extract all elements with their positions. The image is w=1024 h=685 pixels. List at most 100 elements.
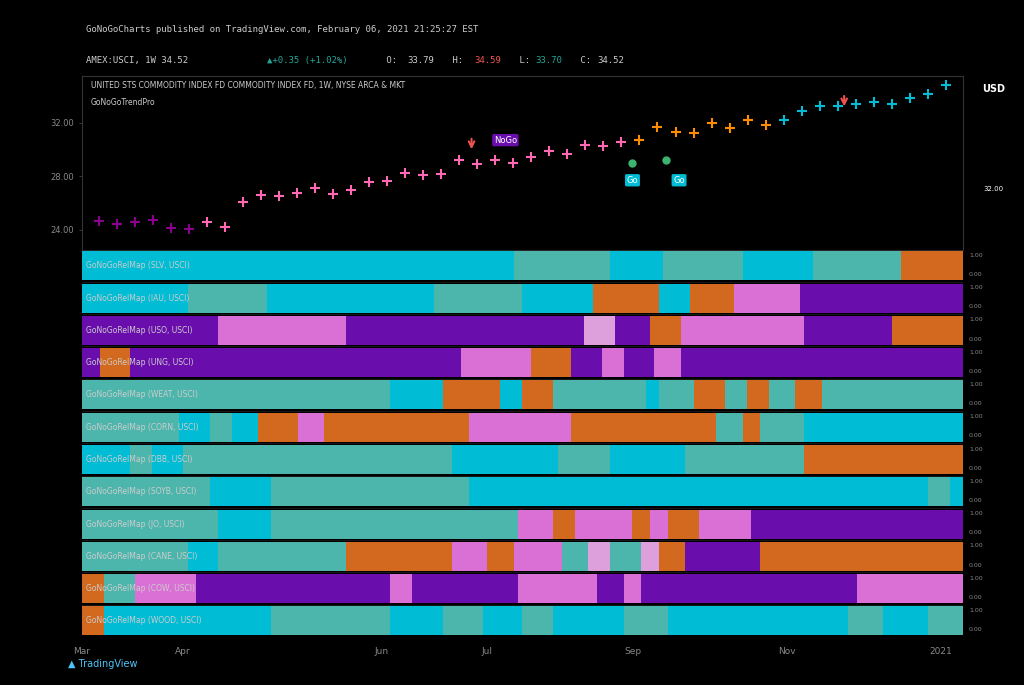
Text: 1.00: 1.00 (969, 608, 982, 613)
Bar (857, 574, 963, 603)
Text: GoNoGoRelMap (USO, USCI): GoNoGoRelMap (USO, USCI) (86, 326, 193, 335)
Bar (452, 542, 487, 571)
Bar (346, 542, 452, 571)
Bar (664, 251, 742, 280)
Text: GoNoGoRelMap (SLV, USCI): GoNoGoRelMap (SLV, USCI) (86, 261, 190, 271)
Bar (716, 412, 742, 442)
Text: NoGo: NoGo (494, 136, 517, 145)
Bar (654, 348, 681, 377)
Bar (130, 445, 153, 474)
Bar (584, 316, 614, 345)
Bar (658, 284, 690, 312)
Bar (99, 348, 130, 377)
Text: 33.70: 33.70 (536, 56, 562, 65)
Text: AMEX:USCI, 1W 34.52: AMEX:USCI, 1W 34.52 (86, 56, 194, 65)
Text: 33.79: 33.79 (408, 56, 435, 65)
Bar (553, 380, 646, 410)
Bar (742, 251, 813, 280)
Text: Mar: Mar (74, 647, 90, 656)
Bar (650, 316, 681, 345)
Bar (501, 380, 522, 410)
Text: 0.00: 0.00 (969, 369, 982, 374)
Bar (82, 510, 218, 538)
Text: O:: O: (381, 56, 397, 65)
Bar (231, 412, 258, 442)
Bar (482, 606, 522, 636)
Text: 32.00: 32.00 (983, 186, 1004, 192)
Bar (82, 380, 390, 410)
Bar (610, 445, 685, 474)
Text: 1.00: 1.00 (969, 447, 982, 451)
Text: 2021: 2021 (930, 647, 952, 656)
Bar (183, 445, 452, 474)
Bar (518, 574, 597, 603)
Bar (346, 316, 584, 345)
Text: 0.00: 0.00 (969, 336, 982, 342)
Bar (413, 574, 518, 603)
Bar (518, 510, 553, 538)
Bar (135, 574, 197, 603)
Text: GoNoGoRelMap (CORN, USCI): GoNoGoRelMap (CORN, USCI) (86, 423, 199, 432)
Bar (698, 510, 752, 538)
Bar (822, 380, 963, 410)
Bar (734, 284, 800, 312)
Bar (298, 412, 325, 442)
Bar (522, 606, 553, 636)
Text: 0.00: 0.00 (969, 304, 982, 310)
Bar (82, 445, 130, 474)
Bar (800, 284, 963, 312)
Text: 0.00: 0.00 (969, 595, 982, 600)
Bar (928, 477, 949, 506)
Bar (443, 380, 501, 410)
Bar (725, 380, 746, 410)
Bar (694, 380, 725, 410)
Bar (769, 380, 796, 410)
Bar (452, 445, 558, 474)
Text: 0.00: 0.00 (969, 627, 982, 632)
Bar (804, 412, 963, 442)
Text: 34.52: 34.52 (597, 56, 624, 65)
Text: L:: L: (513, 56, 529, 65)
Text: GoNoGoRelMap (CANE, USCI): GoNoGoRelMap (CANE, USCI) (86, 552, 198, 561)
Bar (218, 316, 346, 345)
Bar (624, 606, 668, 636)
Bar (804, 445, 963, 474)
Bar (553, 606, 624, 636)
Text: Go: Go (673, 176, 685, 185)
Bar (681, 316, 804, 345)
Text: 0.00: 0.00 (969, 530, 982, 536)
Bar (210, 477, 271, 506)
Bar (267, 284, 434, 312)
Text: 0.00: 0.00 (969, 466, 982, 471)
Bar (104, 574, 135, 603)
Bar (752, 510, 963, 538)
Bar (82, 477, 210, 506)
Bar (153, 445, 183, 474)
Bar (928, 606, 963, 636)
Bar (633, 510, 650, 538)
Bar (570, 348, 602, 377)
Text: UNITED STS COMMODITY INDEX FD COMMODITY INDEX FD, 1W, NYSE ARCA & MKT: UNITED STS COMMODITY INDEX FD COMMODITY … (91, 81, 404, 90)
Bar (522, 380, 553, 410)
Bar (901, 251, 963, 280)
Bar (597, 574, 624, 603)
Text: GoNoGoRelMap (SOYB, USCI): GoNoGoRelMap (SOYB, USCI) (86, 487, 197, 496)
Bar (469, 477, 928, 506)
Bar (271, 606, 390, 636)
Bar (513, 542, 562, 571)
Bar (82, 316, 218, 345)
Bar (624, 574, 641, 603)
Text: 1.00: 1.00 (969, 414, 982, 419)
Text: GoNoGoRelMap (DBB, USCI): GoNoGoRelMap (DBB, USCI) (86, 455, 193, 464)
Text: 1.00: 1.00 (969, 575, 982, 581)
Bar (593, 284, 658, 312)
Bar (210, 412, 231, 442)
Text: GoNoGoRelMap (WOOD, USCI): GoNoGoRelMap (WOOD, USCI) (86, 616, 202, 625)
Text: GoNoGoRelMap (JO, USCI): GoNoGoRelMap (JO, USCI) (86, 519, 184, 529)
Bar (614, 316, 650, 345)
Text: GoNoGoRelMap (IAU, USCI): GoNoGoRelMap (IAU, USCI) (86, 294, 189, 303)
Bar (390, 574, 413, 603)
Bar (531, 348, 570, 377)
Bar (558, 445, 610, 474)
Bar (624, 348, 654, 377)
